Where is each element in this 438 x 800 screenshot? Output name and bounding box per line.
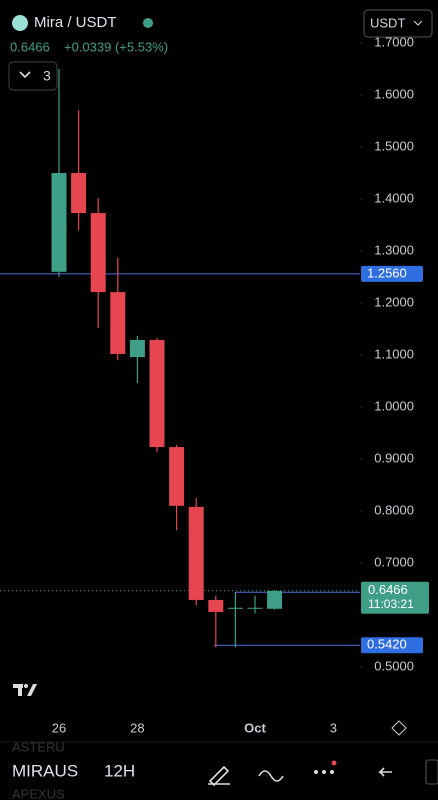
- countdown: 11:03:21: [368, 597, 414, 611]
- plot: 1.7000 1.6000 1.5000 1.4000 1.3000 1.2000 1.10…: [0, 34, 429, 735]
- quote-select[interactable]: [363, 9, 433, 38]
- candle-body: [90, 213, 106, 293]
- price: 0.6466: [10, 39, 50, 54]
- symbol-list-item[interactable]: APEXUS: [12, 786, 65, 800]
- y-tick-label: 1.6000: [374, 86, 414, 101]
- y-tick-label: 1.2000: [374, 294, 414, 309]
- x-tick-label: 3: [330, 720, 337, 735]
- y-tick-label: 1.1000: [374, 346, 414, 361]
- more-icon[interactable]: [314, 760, 337, 775]
- x-tick-label: 28: [130, 720, 144, 735]
- quote: USDT: [370, 15, 405, 30]
- y-tick-label: 1.4000: [374, 190, 414, 205]
- y-tick-label: 1.0000: [374, 398, 414, 413]
- last-price-label: 0.6466: [368, 582, 408, 597]
- price-tag-label: 0.5420: [367, 637, 407, 652]
- settings-icon[interactable]: [391, 720, 407, 736]
- y-tick-label: 0.9000: [374, 450, 414, 465]
- last-price-tag: [361, 581, 429, 614]
- undo-icon[interactable]: [378, 767, 392, 777]
- candle-body: [169, 447, 185, 506]
- candle-body: [71, 173, 87, 214]
- candle-body: [208, 599, 224, 612]
- price-tag: [361, 637, 423, 654]
- candle-body: [110, 292, 126, 354]
- y-tick-label: 1.7000: [374, 34, 414, 49]
- y-tick-label: 0.7000: [374, 554, 414, 569]
- symbol: Mira / USDT: [34, 14, 117, 31]
- symbol-list-item[interactable]: MIRAUS: [12, 761, 78, 780]
- x-tick-label: Oct: [244, 720, 266, 735]
- price-tag-label: 1.2560: [367, 265, 407, 280]
- y-tick-label: 0.5000: [374, 658, 414, 673]
- chevron: [19, 71, 31, 79]
- coin-icon: [12, 15, 28, 31]
- y-tick-label: 1.3000: [374, 242, 414, 257]
- candle-body: [188, 506, 204, 600]
- interval-button[interactable]: 12H: [104, 761, 135, 780]
- y-tick-label: 1.5000: [374, 138, 414, 153]
- status-dot: [143, 18, 153, 28]
- more-tab[interactable]: [425, 759, 438, 785]
- candle-body: [149, 339, 165, 448]
- price-tag: [361, 265, 423, 282]
- indicator-toggle[interactable]: [8, 61, 58, 91]
- change: +0.0339 (+5.53%): [64, 39, 168, 54]
- candle-body: [267, 590, 283, 609]
- candle-body: [129, 339, 145, 358]
- candle-body: [227, 607, 243, 609]
- tv-logo: [13, 684, 37, 696]
- candle-body: [247, 607, 263, 609]
- y-tick-label: 0.8000: [374, 502, 414, 517]
- x-tick-label: 26: [52, 720, 66, 735]
- symbol-list-item[interactable]: ASTERU: [12, 739, 65, 754]
- interval-count: 3: [43, 68, 51, 84]
- chevron: [413, 20, 423, 26]
- draw-icon[interactable]: [208, 765, 230, 787]
- candle-body: [51, 173, 67, 272]
- indicator-icon[interactable]: [258, 770, 284, 782]
